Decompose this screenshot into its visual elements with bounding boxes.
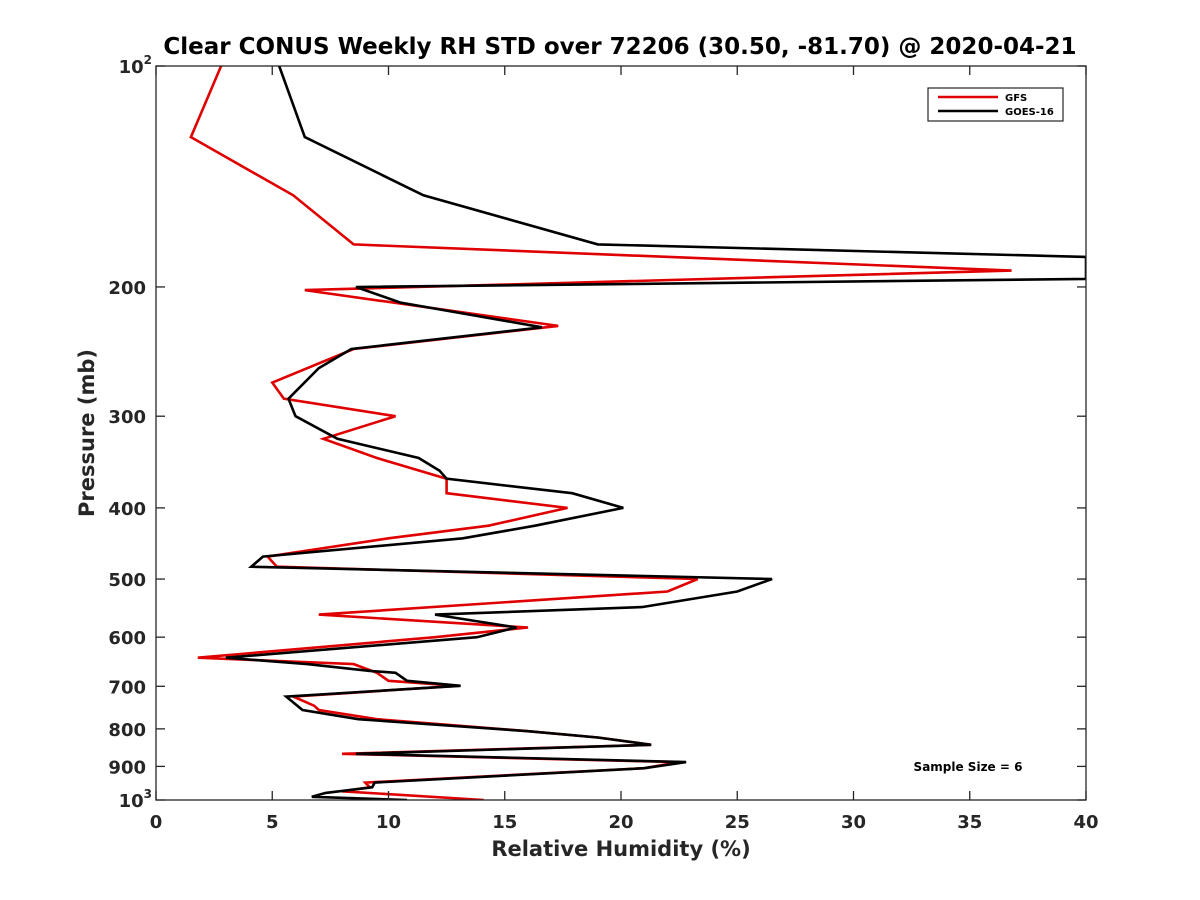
y-tick-label: 400 xyxy=(108,499,146,520)
y-tick-label: 600 xyxy=(108,628,146,649)
y-tick-label: 102 xyxy=(119,53,152,78)
x-axis-label: Relative Humidity (%) xyxy=(491,837,750,861)
x-tick-label: 30 xyxy=(841,812,866,833)
x-tick-label: 15 xyxy=(492,812,517,833)
x-tick-label: 40 xyxy=(1073,812,1098,833)
ticks-layer: 0 5 10 15 20 25 30 35 40 102 200 300 400 500 600 700 800… xyxy=(108,53,1098,833)
x-tick-label: 5 xyxy=(266,812,279,833)
y-tick-label: 300 xyxy=(108,407,146,428)
y-tick-label: 700 xyxy=(108,677,146,698)
y-tick-label: 103 xyxy=(119,787,152,812)
y-tick-label: 200 xyxy=(108,278,146,299)
y-tick-label: 500 xyxy=(108,570,146,591)
x-tick-label: 25 xyxy=(725,812,750,833)
y-tick-label: 900 xyxy=(108,757,146,778)
chart-title: Clear CONUS Weekly RH STD over 72206 (30… xyxy=(163,34,1076,60)
y-tick-label: 800 xyxy=(108,720,146,741)
series-layer xyxy=(189,66,1086,800)
x-tick-label: 20 xyxy=(608,812,633,833)
legend: GFS GOES-16 xyxy=(927,87,1064,122)
legend-label: GFS xyxy=(1005,93,1027,104)
legend-label: GOES-16 xyxy=(1005,107,1054,118)
y-axis-label: Pressure (mb) xyxy=(75,349,99,517)
legend-box xyxy=(927,87,1064,122)
x-tick-label: 35 xyxy=(957,812,982,833)
series-line-goes-16 xyxy=(225,66,1086,800)
x-tick-label: 0 xyxy=(150,812,163,833)
sample-size-annotation: Sample Size = 6 xyxy=(914,760,1023,774)
x-tick-label: 10 xyxy=(376,812,401,833)
